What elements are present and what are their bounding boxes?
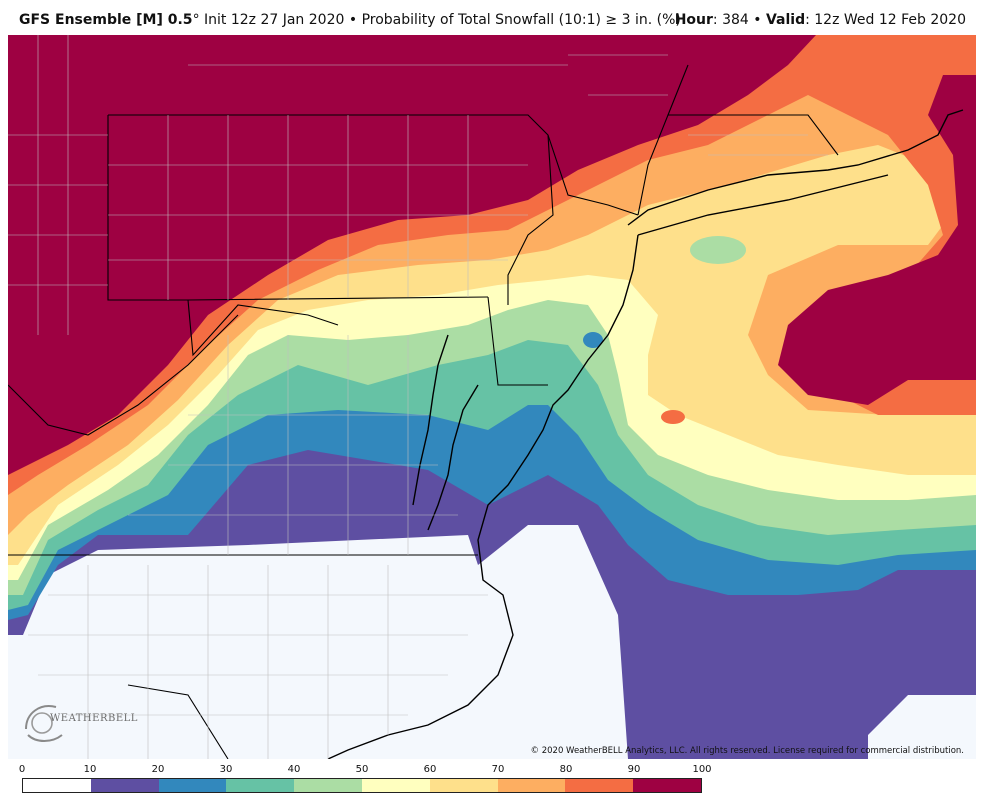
legend-tick-label: 60: [423, 764, 437, 775]
degree-symbol: °: [192, 12, 200, 28]
legend-color-swatch: [361, 779, 430, 792]
band-80-90-patch: [661, 410, 685, 424]
init-time: Init 12z 27 Jan 2020: [199, 12, 345, 28]
band-50-60-patch: [690, 236, 746, 264]
color-legend: 0 10 20 30 40 50 60 70 80 90 100: [18, 764, 712, 804]
valid-info: Hour: 384 • Valid: 12z Wed 12 Feb 2020: [675, 12, 966, 28]
legend-tick-label: 0: [18, 764, 26, 775]
legend-tick-label: 90: [627, 764, 641, 775]
legend-tick-label: 40: [287, 764, 301, 775]
coastline: [327, 109, 964, 759]
hour-value: : 384 •: [712, 12, 766, 28]
snowfall-probability-map: WEATHERBELL © 2020 WeatherBELL Analytics…: [8, 35, 976, 759]
weatherbell-logo: WEATHERBELL: [22, 699, 137, 745]
legend-tick-label: 100: [692, 764, 712, 775]
legend-color-swatch: [633, 779, 701, 792]
legend-color-swatch: [226, 779, 295, 792]
legend-tick-label: 80: [559, 764, 573, 775]
legend-color-swatch: [497, 779, 566, 792]
legend-tick-label: 70: [491, 764, 505, 775]
legend-color-swatch: [565, 779, 634, 792]
legend-tick-label: 50: [355, 764, 369, 775]
weatherbell-logo-icon: [25, 705, 63, 742]
band-20-30-patch: [583, 332, 603, 348]
valid-value: : 12z Wed 12 Feb 2020: [805, 12, 966, 28]
product-name: Probability of Total Snowfall (10:1) ≥ 3…: [361, 12, 681, 28]
map-title: GFS Ensemble [M] 0.5° Init 12z 27 Jan 20…: [19, 12, 681, 28]
legend-colorbar: [22, 778, 702, 793]
legend-color-swatch: [23, 779, 91, 792]
legend-tick-label: 10: [83, 764, 97, 775]
map-header: GFS Ensemble [M] 0.5° Init 12z 27 Jan 20…: [0, 0, 984, 34]
legend-color-swatch: [429, 779, 498, 792]
valid-label: Valid: [765, 12, 806, 28]
copyright-notice: © 2020 WeatherBELL Analytics, LLC. All r…: [530, 746, 964, 756]
title-separator: •: [344, 12, 362, 28]
hour-label: Hour: [674, 12, 713, 28]
band-90-100-offshore: [778, 75, 976, 405]
legend-tick-label: 30: [219, 764, 233, 775]
legend-color-swatch: [90, 779, 159, 792]
logo-text: WEATHERBELL: [50, 713, 138, 724]
legend-color-swatch: [158, 779, 227, 792]
county-lines: [8, 35, 828, 759]
legend-color-swatch: [294, 779, 362, 792]
model-name: GFS Ensemble [M] 0.5: [19, 12, 193, 28]
legend-tick-label: 20: [151, 764, 165, 775]
band-90-100: [8, 35, 816, 475]
probability-contours: [8, 35, 976, 759]
